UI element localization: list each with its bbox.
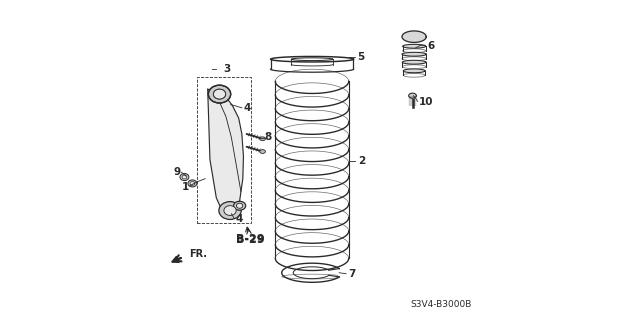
Polygon shape <box>409 93 417 98</box>
Text: 1: 1 <box>181 182 189 192</box>
Ellipse shape <box>213 89 226 99</box>
Text: 2: 2 <box>358 156 365 166</box>
Polygon shape <box>402 52 426 56</box>
Text: 4: 4 <box>236 213 243 224</box>
Text: FR.: FR. <box>189 249 207 259</box>
Ellipse shape <box>260 150 266 153</box>
Text: B-29: B-29 <box>236 235 264 245</box>
Text: 6: 6 <box>428 41 435 51</box>
Ellipse shape <box>188 180 197 187</box>
Ellipse shape <box>182 175 187 179</box>
Text: 8: 8 <box>265 132 272 142</box>
Text: 4: 4 <box>243 103 251 114</box>
Ellipse shape <box>234 201 246 210</box>
Polygon shape <box>402 31 426 42</box>
Text: 7: 7 <box>349 269 356 279</box>
Ellipse shape <box>219 202 241 219</box>
Text: 10: 10 <box>419 97 433 107</box>
Polygon shape <box>403 44 426 48</box>
Polygon shape <box>403 69 425 73</box>
Ellipse shape <box>190 182 195 185</box>
Polygon shape <box>208 89 243 216</box>
Bar <box>197 77 252 223</box>
Text: 5: 5 <box>358 52 365 63</box>
Text: 9: 9 <box>173 167 180 177</box>
Polygon shape <box>403 60 426 64</box>
Text: B-29: B-29 <box>236 228 264 244</box>
Ellipse shape <box>236 203 243 208</box>
Ellipse shape <box>180 174 189 181</box>
Text: S3V4-B3000B: S3V4-B3000B <box>410 300 472 309</box>
Ellipse shape <box>260 137 266 141</box>
Ellipse shape <box>224 206 236 215</box>
Text: 3: 3 <box>223 63 230 74</box>
Ellipse shape <box>209 85 230 103</box>
